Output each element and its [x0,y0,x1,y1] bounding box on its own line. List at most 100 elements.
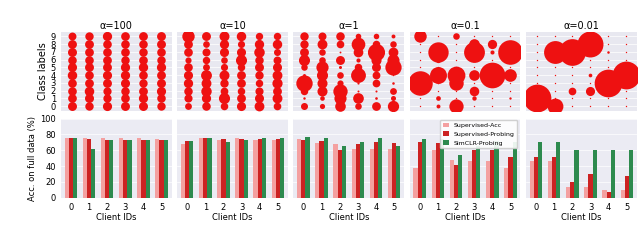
Point [254,50,264,54]
Point [532,58,542,61]
Bar [360,142,364,198]
Point [120,81,130,85]
Point [138,89,148,92]
Point [433,34,444,38]
Point [200,50,211,54]
Point [603,81,613,85]
Point [585,65,595,69]
Bar [258,139,262,198]
Point [469,89,479,92]
Point [433,73,444,77]
Point [299,65,309,69]
Point [156,104,166,108]
Point [603,104,613,108]
Point [451,58,461,61]
Point [182,65,193,69]
Point [218,73,228,77]
Point [451,96,461,100]
Point [156,50,166,54]
Point [182,42,193,46]
Bar [73,138,77,198]
Point [415,34,426,38]
Point [469,81,479,85]
Point [415,81,426,85]
Point [505,58,515,61]
Point [550,81,560,85]
Point [532,50,542,54]
Point [236,58,246,61]
Bar [356,144,360,198]
Bar [225,142,230,198]
Point [335,89,345,92]
Point [67,89,77,92]
Point [603,96,613,100]
Point [254,96,264,100]
Y-axis label: Acc. on full data (%): Acc. on full data (%) [28,116,37,201]
Point [102,50,113,54]
Point [138,42,148,46]
Point [487,58,497,61]
Point [469,104,479,108]
Point [532,81,542,85]
Point [254,104,264,108]
Point [156,42,166,46]
Title: α=100: α=100 [100,21,132,31]
Point [317,58,327,61]
Point [254,89,264,92]
Point [550,34,560,38]
Bar [123,140,127,198]
Point [469,58,479,61]
Bar [87,139,91,198]
Point [603,89,613,92]
Point [415,73,426,77]
Point [272,50,282,54]
Point [621,89,631,92]
Bar [468,161,472,198]
Point [469,50,479,54]
Bar [119,138,123,198]
Point [621,73,631,77]
Point [353,58,363,61]
Point [451,81,461,85]
Bar [221,139,225,198]
Point [299,89,309,92]
Point [451,42,461,46]
Point [621,81,631,85]
Point [120,42,130,46]
Point [102,73,113,77]
Point [236,104,246,108]
Bar [305,137,310,198]
Point [469,96,479,100]
Point [532,96,542,100]
Point [621,42,631,46]
Bar [342,146,346,198]
Bar [431,150,436,198]
Point [621,50,631,54]
Point [568,34,578,38]
Point [603,50,613,54]
Bar [297,139,301,198]
Bar [495,141,499,198]
Point [353,104,363,108]
Point [272,34,282,38]
Point [120,34,130,38]
Bar [68,138,73,198]
Point [433,50,444,54]
Point [415,65,426,69]
Point [621,96,631,100]
Point [218,104,228,108]
Point [550,65,560,69]
Point [182,81,193,85]
Point [532,89,542,92]
Point [102,42,113,46]
Bar [271,140,276,198]
Point [415,104,426,108]
Point [585,89,595,92]
Point [156,34,166,38]
Point [236,96,246,100]
Point [388,50,399,54]
Title: α=10: α=10 [219,21,246,31]
Point [451,104,461,108]
Point [550,73,560,77]
Point [156,58,166,61]
